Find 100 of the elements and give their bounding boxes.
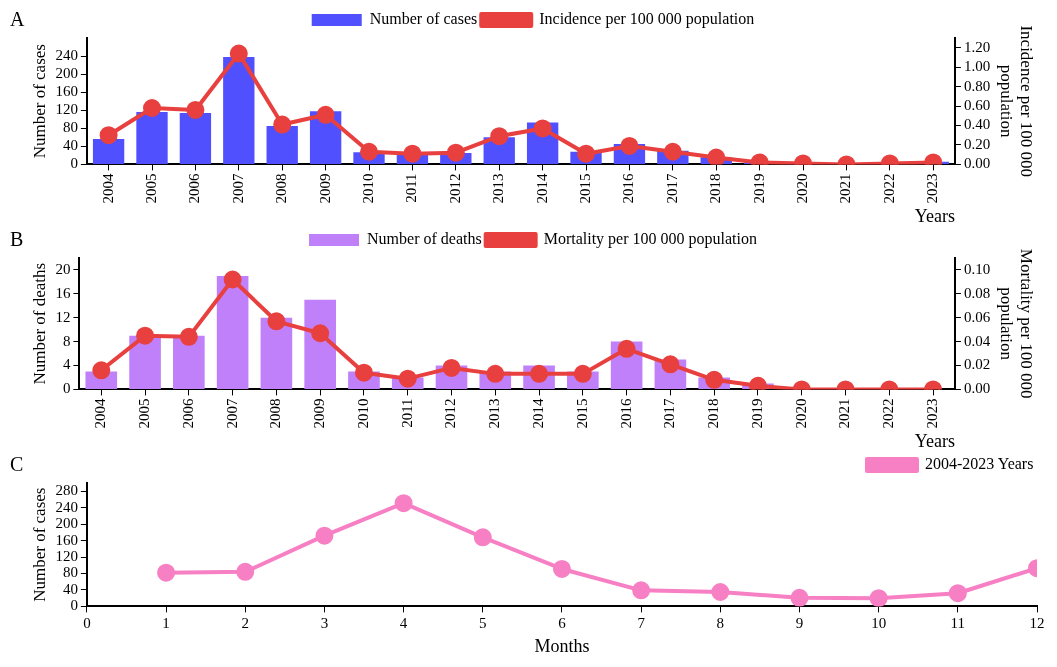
point xyxy=(354,363,373,382)
y-tick-label: 0 xyxy=(70,597,78,614)
x-tick-label: 2007 xyxy=(223,397,240,429)
x-tick-label: 2021 xyxy=(836,398,853,429)
y-tick-label: 12 xyxy=(55,308,71,325)
y-tick-label: 8 xyxy=(62,332,71,349)
point xyxy=(267,312,286,331)
point xyxy=(711,583,730,601)
x-tick-label: 7 xyxy=(637,615,646,632)
x-tick-label: 3 xyxy=(320,615,329,632)
chart-title: C xyxy=(10,453,24,476)
x-tick-label: 2016 xyxy=(617,397,634,429)
bar xyxy=(179,112,212,164)
x-tick-label: 2005 xyxy=(136,398,152,429)
x-tick-label: 2006 xyxy=(179,397,196,429)
x-tick-label: 2012 xyxy=(446,173,463,204)
x-tick-label: 0 xyxy=(83,615,91,632)
point xyxy=(403,144,422,163)
y2-tick-label: 0.02 xyxy=(963,356,991,373)
legend-label: Number of cases xyxy=(369,10,478,28)
y-tick-label: 80 xyxy=(62,564,78,581)
point xyxy=(315,526,334,545)
y2-tick-label: 0.20 xyxy=(963,135,991,152)
point xyxy=(179,327,198,346)
y-tick-label: 40 xyxy=(62,580,78,597)
y-tick-label: 120 xyxy=(55,547,78,564)
y-tick-label: 16 xyxy=(55,284,71,301)
x-tick-label: 6 xyxy=(558,615,567,632)
point xyxy=(617,339,636,358)
x-tick-label: 2009 xyxy=(316,173,333,204)
x-tick-label: 9 xyxy=(795,615,804,632)
x-tick-label: 2019 xyxy=(750,173,767,204)
x-tick-label: 2015 xyxy=(573,398,590,429)
x-axis-title: Months xyxy=(534,635,590,656)
point xyxy=(186,100,205,119)
x-tick-label: 2020 xyxy=(792,398,809,429)
y-tick-label: 240 xyxy=(55,46,78,63)
x-tick-label: 2018 xyxy=(707,173,724,204)
x-tick-label: 2021 xyxy=(837,173,854,204)
x-tick-label: 2017 xyxy=(661,397,678,429)
y2-tick-label: 0.80 xyxy=(963,77,991,94)
point xyxy=(790,588,809,607)
x-tick-label: 2016 xyxy=(620,172,637,204)
point xyxy=(143,99,161,118)
point xyxy=(663,142,682,161)
y-axis-title: Number of cases xyxy=(29,44,49,159)
x-tick-label: 2011 xyxy=(403,173,420,203)
x-tick-label: 2014 xyxy=(533,172,550,204)
y-tick-label: 0 xyxy=(62,380,71,397)
x-tick-label: 5 xyxy=(479,615,487,632)
point xyxy=(577,144,596,163)
x-tick-label: 2013 xyxy=(490,173,507,204)
point xyxy=(229,44,248,63)
y2-tick-label: 0.06 xyxy=(963,308,991,325)
x-tick-label: 2007 xyxy=(229,172,246,204)
x-tick-label: 2008 xyxy=(267,398,284,429)
point xyxy=(632,581,651,600)
point xyxy=(533,119,552,138)
y2-axis-title: Mortality per 100 000 population xyxy=(996,248,1037,399)
bar xyxy=(266,126,298,164)
x-tick-label: 2014 xyxy=(530,397,546,429)
point xyxy=(157,563,176,582)
x-tick-label: 2023 xyxy=(924,173,941,204)
y-tick-label: 240 xyxy=(55,498,78,515)
x-tick-label: 1 xyxy=(162,615,170,632)
x-axis-title: Years xyxy=(914,205,955,226)
x-tick-label: 12 xyxy=(1029,615,1045,632)
x-tick-label: 2012 xyxy=(442,398,459,429)
y-tick-label: 200 xyxy=(55,515,78,532)
point xyxy=(236,562,255,581)
x-tick-label: 2005 xyxy=(142,173,159,204)
y2-tick-label: 1.00 xyxy=(963,58,991,75)
y2-tick-label: 0.00 xyxy=(963,155,991,172)
y-tick-label: 120 xyxy=(55,101,78,118)
y-tick-label: 280 xyxy=(55,482,78,499)
x-tick-label: 2017 xyxy=(663,172,680,204)
chart-title: A xyxy=(10,8,25,31)
point xyxy=(273,115,292,134)
y2-tick-label: 0.60 xyxy=(963,97,991,113)
y-tick-label: 80 xyxy=(62,119,78,136)
point xyxy=(490,127,509,146)
legend-label: Number of deaths xyxy=(367,230,482,248)
x-tick-label: 2019 xyxy=(748,398,765,429)
bar xyxy=(136,112,168,164)
x-tick-label: 2004 xyxy=(92,397,109,429)
x-tick-label: 2010 xyxy=(359,173,376,204)
x-tick-label: 2013 xyxy=(486,398,503,429)
point xyxy=(573,364,592,383)
y-tick-label: 160 xyxy=(55,83,78,100)
legend-label: Mortality per 100 000 population xyxy=(543,230,757,249)
point xyxy=(99,126,118,145)
x-tick-label: 2022 xyxy=(880,173,897,204)
x-tick-label: 10 xyxy=(871,615,887,632)
y-tick-label: 40 xyxy=(62,137,78,154)
point xyxy=(473,528,492,547)
y2-tick-label: 0.08 xyxy=(963,284,991,301)
x-tick-label: 2022 xyxy=(880,398,897,429)
point xyxy=(136,326,155,345)
point xyxy=(948,584,967,603)
x-tick-label: 4 xyxy=(399,615,408,632)
